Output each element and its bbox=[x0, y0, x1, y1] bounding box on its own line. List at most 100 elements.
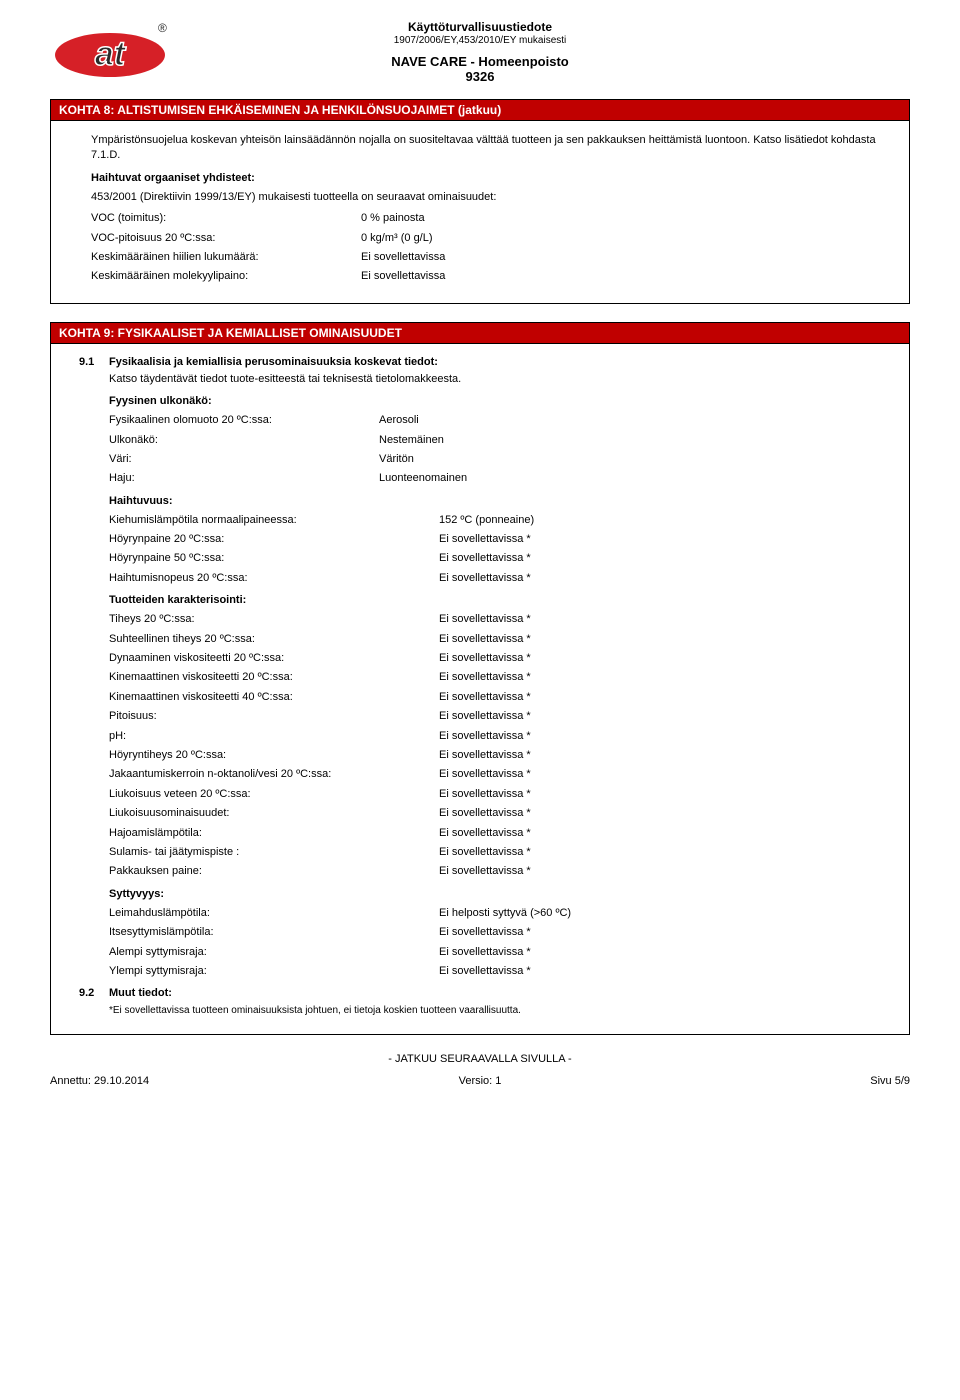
voc-key: VOC (toimitus): bbox=[91, 211, 361, 226]
property-key: Sulamis- tai jäätymispiste : bbox=[109, 845, 439, 860]
property-value: Ei sovellettavissa * bbox=[439, 651, 889, 666]
item-9-1-para: Katso täydentävät tiedot tuote-esitteest… bbox=[109, 372, 889, 387]
flamm-heading: Syttyvyys: bbox=[109, 888, 889, 900]
property-row: Pakkauksen paine:Ei sovellettavissa * bbox=[109, 864, 889, 879]
item-9-1: 9.1 Fysikaalisia ja kemiallisia perusomi… bbox=[79, 356, 889, 984]
section-9-title: KOHTA 9: FYSIKAALISET JA KEMIALLISET OMI… bbox=[51, 323, 909, 344]
voc-key: VOC-pitoisuus 20 ºC:ssa: bbox=[91, 231, 361, 246]
property-key: Pitoisuus: bbox=[109, 709, 439, 724]
property-value: Väritön bbox=[379, 452, 889, 467]
regulation-text: 1907/2006/EY,453/2010/EY mukaisesti bbox=[50, 35, 910, 46]
property-value: Ei sovellettavissa * bbox=[439, 690, 889, 705]
property-key: Jakaantumiskerroin n-oktanoli/vesi 20 ºC… bbox=[109, 767, 439, 782]
property-value: Ei sovellettavissa * bbox=[439, 612, 889, 627]
voc-heading: Haihtuvat orgaaniset yhdisteet: bbox=[91, 172, 889, 184]
property-row: Jakaantumiskerroin n-oktanoli/vesi 20 ºC… bbox=[109, 767, 889, 782]
property-key: Ulkonäkö: bbox=[109, 433, 379, 448]
voc-val: 0 kg/m³ (0 g/L) bbox=[361, 231, 889, 246]
property-value: Ei sovellettavissa * bbox=[439, 571, 889, 586]
property-row: Alempi syttymisraja:Ei sovellettavissa * bbox=[109, 945, 889, 960]
property-row: Kinemaattinen viskositeetti 40 ºC:ssa:Ei… bbox=[109, 690, 889, 705]
property-value: Ei sovellettavissa * bbox=[439, 532, 889, 547]
property-key: Fysikaalinen olomuoto 20 ºC:ssa: bbox=[109, 413, 379, 428]
property-row: Höyrynpaine 20 ºC:ssa:Ei sovellettavissa… bbox=[109, 532, 889, 547]
property-value: Ei sovellettavissa * bbox=[439, 945, 889, 960]
continue-text: - JATKUU SEURAAVALLA SIVULLA - bbox=[50, 1053, 910, 1065]
item-9-2: 9.2 Muut tiedot: *Ei sovellettavissa tuo… bbox=[79, 987, 889, 1016]
property-value: Ei sovellettavissa * bbox=[439, 709, 889, 724]
footer-left: Annettu: 29.10.2014 bbox=[50, 1075, 337, 1087]
property-value: Ei sovellettavissa * bbox=[439, 767, 889, 782]
property-row: Väri:Väritön bbox=[109, 452, 889, 467]
property-row: Haju:Luonteenomainen bbox=[109, 471, 889, 486]
property-key: Haihtumisnopeus 20 ºC:ssa: bbox=[109, 571, 439, 586]
property-value: Nestemäinen bbox=[379, 433, 889, 448]
property-value: Ei sovellettavissa * bbox=[439, 787, 889, 802]
property-key: Kiehumislämpötila normaalipaineessa: bbox=[109, 513, 439, 528]
property-value: Ei sovellettavissa * bbox=[439, 806, 889, 821]
voc-val: Ei sovellettavissa bbox=[361, 250, 889, 265]
property-key: Hajoamislämpötila: bbox=[109, 826, 439, 841]
property-key: pH: bbox=[109, 729, 439, 744]
property-key: Alempi syttymisraja: bbox=[109, 945, 439, 960]
charact-heading: Tuotteiden karakterisointi: bbox=[109, 594, 889, 606]
property-key: Suhteellinen tiheys 20 ºC:ssa: bbox=[109, 632, 439, 647]
property-row: pH:Ei sovellettavissa * bbox=[109, 729, 889, 744]
property-row: Fysikaalinen olomuoto 20 ºC:ssa:Aerosoli bbox=[109, 413, 889, 428]
section-9-box: KOHTA 9: FYSIKAALISET JA KEMIALLISET OMI… bbox=[50, 322, 910, 1036]
property-key: Itsesyttymislämpötila: bbox=[109, 925, 439, 940]
property-row: Itsesyttymislämpötila:Ei sovellettavissa… bbox=[109, 925, 889, 940]
property-row: Sulamis- tai jäätymispiste :Ei sovellett… bbox=[109, 845, 889, 860]
item-9-2-num: 9.2 bbox=[79, 987, 109, 1016]
property-value: Ei sovellettavissa * bbox=[439, 729, 889, 744]
page-header: at ® Käyttöturvallisuustiedote 1907/2006… bbox=[50, 20, 910, 84]
property-row: Tiheys 20 ºC:ssa:Ei sovellettavissa * bbox=[109, 612, 889, 627]
property-row: Ulkonäkö:Nestemäinen bbox=[109, 433, 889, 448]
voc-key: Keskimääräinen molekyylipaino: bbox=[91, 269, 361, 284]
property-value: Ei sovellettavissa * bbox=[439, 845, 889, 860]
property-value: Ei sovellettavissa * bbox=[439, 925, 889, 940]
property-key: Haju: bbox=[109, 471, 379, 486]
property-key: Kinemaattinen viskositeetti 20 ºC:ssa: bbox=[109, 670, 439, 685]
voc-val: Ei sovellettavissa bbox=[361, 269, 889, 284]
property-key: Pakkauksen paine: bbox=[109, 864, 439, 879]
property-key: Höyrynpaine 50 ºC:ssa: bbox=[109, 551, 439, 566]
voc-row: VOC (toimitus): 0 % painosta bbox=[91, 211, 889, 226]
property-key: Liukoisuusominaisuudet: bbox=[109, 806, 439, 821]
property-value: Ei sovellettavissa * bbox=[439, 551, 889, 566]
voc-row: VOC-pitoisuus 20 ºC:ssa: 0 kg/m³ (0 g/L) bbox=[91, 231, 889, 246]
property-key: Väri: bbox=[109, 452, 379, 467]
property-value: Ei sovellettavissa * bbox=[439, 826, 889, 841]
property-value: Ei sovellettavissa * bbox=[439, 632, 889, 647]
property-row: Hajoamislämpötila:Ei sovellettavissa * bbox=[109, 826, 889, 841]
property-value: 152 ºC (ponneaine) bbox=[439, 513, 889, 528]
property-row: Kiehumislämpötila normaalipaineessa:152 … bbox=[109, 513, 889, 528]
property-value: Ei sovellettavissa * bbox=[439, 748, 889, 763]
property-value: Luonteenomainen bbox=[379, 471, 889, 486]
property-value: Aerosoli bbox=[379, 413, 889, 428]
footer-center: Versio: 1 bbox=[337, 1075, 624, 1087]
logo: at ® bbox=[50, 20, 170, 80]
property-key: Kinemaattinen viskositeetti 40 ºC:ssa: bbox=[109, 690, 439, 705]
footer-right: Sivu 5/9 bbox=[623, 1075, 910, 1087]
product-code: 9326 bbox=[50, 69, 910, 84]
item-9-1-title: Fysikaalisia ja kemiallisia perusominais… bbox=[109, 356, 889, 368]
section-8-para1: Ympäristönsuojelua koskevan yhteisön lai… bbox=[91, 133, 889, 164]
voc-key: Keskimääräinen hiilien lukumäärä: bbox=[91, 250, 361, 265]
property-key: Dynaaminen viskositeetti 20 ºC:ssa: bbox=[109, 651, 439, 666]
voc-val: 0 % painosta bbox=[361, 211, 889, 226]
property-row: Liukoisuus veteen 20 ºC:ssa:Ei sovellett… bbox=[109, 787, 889, 802]
doc-title: Käyttöturvallisuustiedote bbox=[50, 20, 910, 34]
section-8-para2: 453/2001 (Direktiivin 1999/13/EY) mukais… bbox=[91, 190, 889, 205]
footnote-text: *Ei sovellettavissa tuotteen ominaisuuks… bbox=[109, 1005, 889, 1016]
property-row: Höyryntiheys 20 ºC:ssa:Ei sovellettaviss… bbox=[109, 748, 889, 763]
property-key: Höyryntiheys 20 ºC:ssa: bbox=[109, 748, 439, 763]
page-footer: Annettu: 29.10.2014 Versio: 1 Sivu 5/9 bbox=[50, 1075, 910, 1087]
product-name: NAVE CARE - Homeenpoisto bbox=[50, 54, 910, 69]
property-row: Haihtumisnopeus 20 ºC:ssa:Ei sovellettav… bbox=[109, 571, 889, 586]
volatility-heading: Haihtuvuus: bbox=[109, 495, 889, 507]
property-row: Leimahduslämpötila:Ei helposti syttyvä (… bbox=[109, 906, 889, 921]
property-key: Leimahduslämpötila: bbox=[109, 906, 439, 921]
voc-row: Keskimääräinen molekyylipaino: Ei sovell… bbox=[91, 269, 889, 284]
property-value: Ei sovellettavissa * bbox=[439, 670, 889, 685]
